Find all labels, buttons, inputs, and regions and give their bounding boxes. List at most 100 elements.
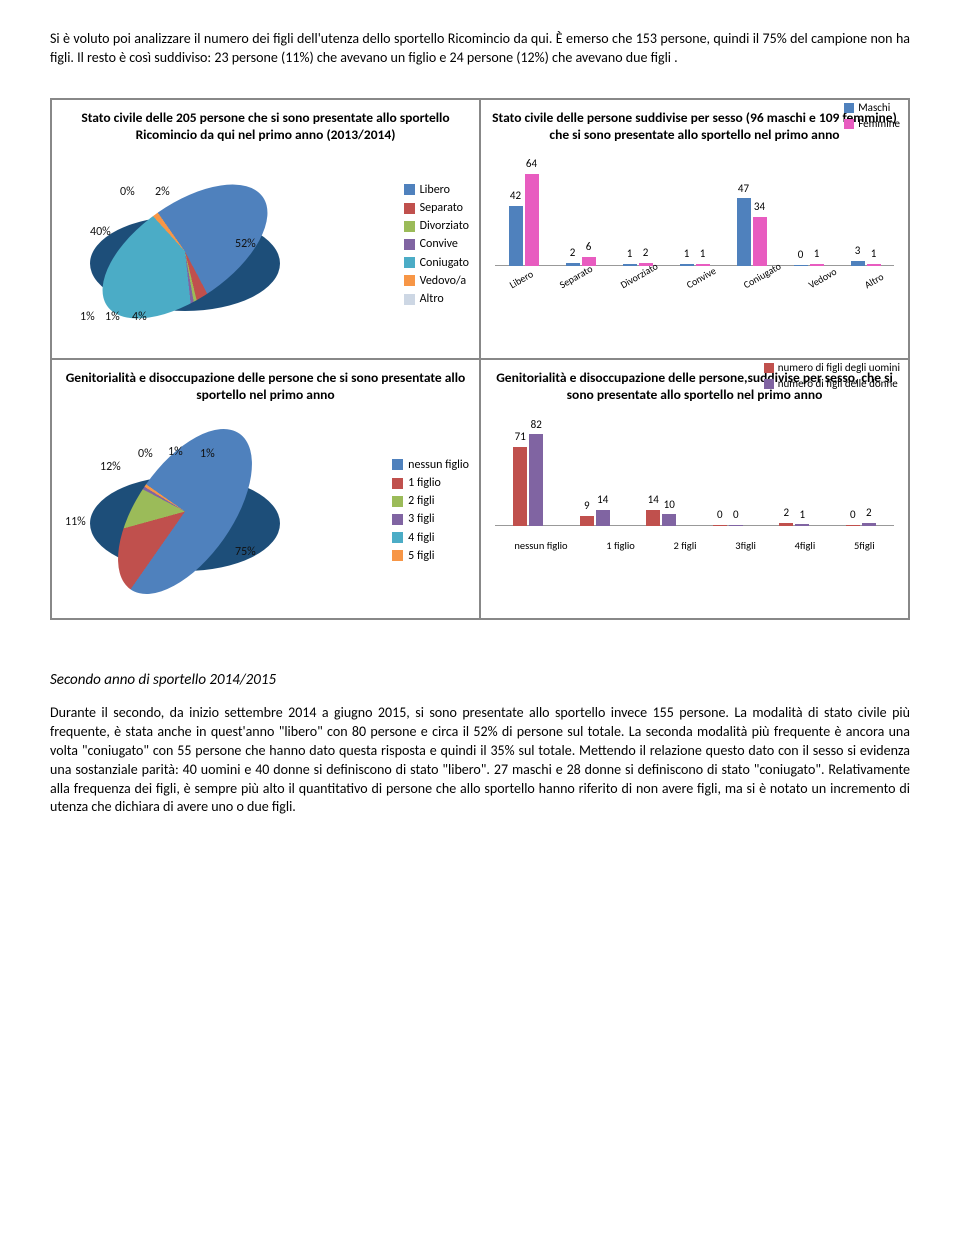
pie-label: 1% (80, 309, 95, 325)
legend-label: Separato (420, 200, 463, 216)
pie-label: 1% (200, 446, 215, 462)
legend-label: 2 figli (408, 493, 434, 509)
bar-value: 1 (814, 247, 820, 262)
legend-swatch (764, 363, 774, 373)
legend-swatch (844, 119, 854, 129)
bar (713, 525, 727, 526)
bar-value: 0 (717, 508, 723, 523)
pie-label: 0% (120, 184, 135, 200)
bar (646, 510, 660, 526)
legend-label: 4 figli (408, 530, 434, 546)
bar-pair: 31 (851, 261, 881, 265)
bar-value: 1 (871, 247, 877, 262)
legend-item: numero di figli degli uomini (764, 361, 900, 376)
pie-label: 1% (168, 444, 183, 460)
bar (729, 525, 743, 526)
chart-title: Stato civile delle 205 persone che si so… (60, 110, 471, 144)
pie-label: 4% (132, 309, 147, 325)
bar-value: 3 (855, 244, 861, 259)
legend-swatch (404, 221, 415, 232)
legend-swatch (764, 379, 774, 389)
legend-item: Convive (404, 236, 469, 252)
bar (580, 516, 594, 526)
x-axis-label: Vedovo (806, 265, 839, 292)
bar (779, 523, 793, 525)
bar-value: 0 (850, 508, 856, 523)
legend-swatch (404, 257, 415, 268)
x-axis-label: nessun figlio (514, 539, 567, 553)
bar-value: 14 (648, 493, 659, 508)
bar-value: 1 (700, 247, 706, 262)
legend-item: 3 figli (392, 511, 469, 527)
bar (851, 261, 865, 265)
bar-value: 42 (510, 189, 521, 204)
chart-parenthood-pie: Genitorialità e disoccupazione delle per… (51, 359, 480, 619)
x-axis-label: 2 figli (674, 539, 697, 553)
legend-label: Maschi (858, 101, 890, 116)
legend-label: 3 figli (408, 511, 434, 527)
bar-pair: 4734 (737, 198, 767, 265)
pie-legend: nessun figlio1 figlio2 figli3 figli4 fig… (392, 455, 469, 566)
bar (810, 264, 824, 265)
legend-label: 1 figlio (408, 475, 441, 491)
bar-value: 1 (684, 247, 690, 262)
bar (509, 206, 523, 266)
legend-swatch (392, 496, 403, 507)
pie-label: 2% (155, 184, 170, 200)
legend-item: Maschi (844, 101, 900, 116)
legend-item: Divorziato (404, 218, 469, 234)
bar (737, 198, 751, 265)
bar-value: 10 (664, 498, 675, 513)
legend-label: Libero (420, 182, 450, 198)
bar (794, 265, 808, 266)
bar-pair: 26 (566, 257, 596, 266)
pie-label: 12% (100, 459, 121, 475)
legend-swatch (392, 514, 403, 525)
legend-label: Femmine (858, 117, 900, 132)
x-axis-label: Libero (507, 267, 536, 291)
pie-label: 1% (105, 309, 120, 325)
bar-pair: 7182 (513, 434, 543, 525)
legend-item: Coniugato (404, 255, 469, 271)
bar-value: 9 (584, 499, 590, 514)
bar (566, 263, 580, 266)
bar-pair: 1410 (646, 510, 676, 526)
bar-value: 2 (643, 246, 649, 261)
x-axis-label: 5figli (854, 539, 875, 553)
bar (623, 264, 637, 265)
bar-value: 2 (866, 506, 872, 521)
legend-item: Femmine (844, 117, 900, 132)
bar-value: 2 (783, 506, 789, 521)
legend-swatch (404, 203, 415, 214)
bar-value: 1 (799, 508, 805, 523)
bar (529, 434, 543, 525)
bar-value: 34 (754, 200, 765, 215)
legend-item: Separato (404, 200, 469, 216)
bar (596, 510, 610, 526)
legend-label: Divorziato (420, 218, 469, 234)
bar-value: 82 (531, 418, 542, 433)
bar-value: 0 (733, 508, 739, 523)
legend-item: Libero (404, 182, 469, 198)
bar (513, 447, 527, 526)
bar-pair: 4264 (509, 174, 539, 265)
x-axis-label: 1 figlio (606, 539, 635, 553)
legend-label: Convive (420, 236, 458, 252)
bar-value: 64 (526, 157, 537, 172)
pie-label: 52% (235, 236, 256, 252)
chart-title: Stato civile delle persone suddivise per… (489, 110, 900, 144)
legend-swatch (404, 239, 415, 250)
bar-pair: 21 (779, 523, 809, 525)
bar-value: 2 (570, 246, 576, 261)
legend-swatch (392, 478, 403, 489)
pie-label: 11% (65, 514, 86, 530)
legend-item: 1 figlio (392, 475, 469, 491)
bar (753, 217, 767, 266)
bar (846, 525, 860, 526)
legend-label: numero di figli degli uomini (778, 361, 900, 376)
bar (525, 174, 539, 265)
legend-label: Altro (420, 291, 444, 307)
bar (795, 524, 809, 525)
bar-pair: 11 (680, 264, 710, 265)
outro-paragraph: Durante il secondo, da inizio settembre … (50, 704, 910, 817)
